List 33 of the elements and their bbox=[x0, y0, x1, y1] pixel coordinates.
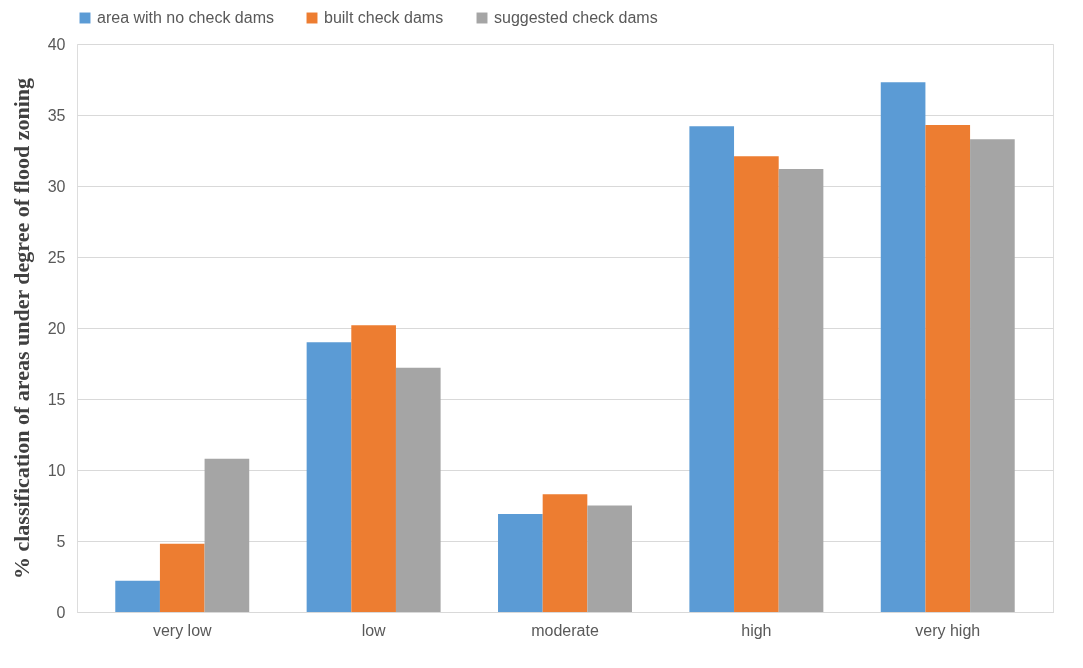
bar bbox=[115, 580, 160, 612]
bar bbox=[498, 514, 543, 612]
x-tick-label: very low bbox=[152, 621, 213, 639]
y-tick-label: 25 bbox=[47, 248, 66, 266]
y-tick-label: 20 bbox=[47, 319, 66, 337]
y-tick-label: 15 bbox=[47, 390, 66, 408]
bar bbox=[395, 367, 441, 612]
bar bbox=[542, 494, 588, 612]
y-tick-label: 10 bbox=[47, 461, 66, 479]
bar bbox=[306, 342, 352, 612]
bar bbox=[734, 156, 779, 612]
y-tick-label: 5 bbox=[56, 532, 66, 550]
bar bbox=[689, 126, 735, 612]
y-tick-label: 35 bbox=[47, 106, 66, 124]
bar bbox=[204, 458, 250, 612]
bar bbox=[880, 82, 926, 612]
x-tick-label: moderate bbox=[531, 621, 599, 639]
x-tick-label: low bbox=[361, 621, 387, 639]
legend-label: area with no check dams bbox=[97, 9, 274, 26]
bar bbox=[925, 124, 971, 612]
y-tick-label: 30 bbox=[47, 177, 66, 195]
bar bbox=[970, 139, 1015, 612]
bar bbox=[351, 325, 396, 612]
y-tick-label: 0 bbox=[56, 603, 66, 621]
bar bbox=[159, 543, 205, 612]
bar bbox=[587, 505, 632, 612]
bar bbox=[778, 168, 824, 612]
x-tick-label: very high bbox=[915, 621, 981, 639]
legend-label: suggested check dams bbox=[494, 9, 658, 26]
y-axis-title: % classification of areas under degree of flood zoning bbox=[8, 77, 34, 580]
x-tick-label: high bbox=[741, 621, 772, 639]
legend-label: built check dams bbox=[324, 9, 444, 26]
y-tick-label: 40 bbox=[47, 35, 66, 53]
